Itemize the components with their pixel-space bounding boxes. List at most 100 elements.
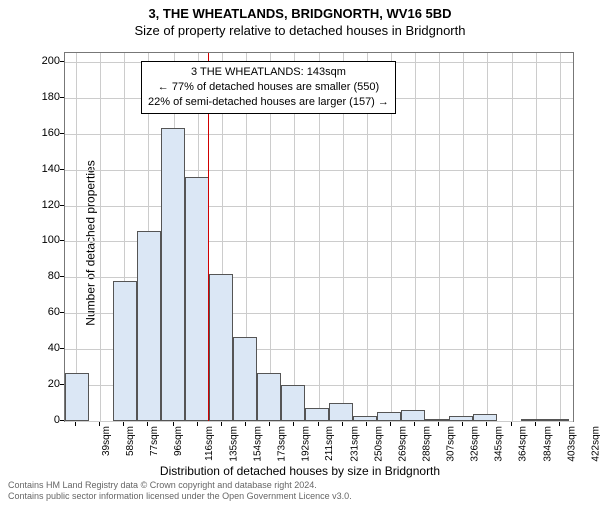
histogram-bar <box>209 274 233 421</box>
footer-line-1: Contains HM Land Registry data © Crown c… <box>8 480 352 491</box>
x-tick-label: 403sqm <box>567 426 578 462</box>
x-tick-mark <box>197 422 198 426</box>
x-tick-label: 192sqm <box>300 426 311 462</box>
x-tick-mark <box>269 422 270 426</box>
x-axis-label: Distribution of detached houses by size … <box>0 464 600 478</box>
y-tick-mark <box>60 169 64 170</box>
title-main: 3, THE WHEATLANDS, BRIDGNORTH, WV16 5BD <box>0 6 600 21</box>
histogram-bar <box>353 416 377 421</box>
annotation-line: ← 77% of detached houses are smaller (55… <box>148 80 389 95</box>
y-tick-mark <box>60 312 64 313</box>
x-tick-label: 173sqm <box>276 426 287 462</box>
y-tick-label: 180 <box>30 91 60 103</box>
histogram-bar <box>113 281 137 421</box>
histogram-bar <box>473 414 497 421</box>
y-tick-label: 160 <box>30 127 60 139</box>
x-tick-label: 211sqm <box>324 426 335 461</box>
histogram-bar <box>281 385 305 421</box>
annotation-line: 3 THE WHEATLANDS: 143sqm <box>148 65 389 80</box>
histogram-bar <box>545 419 569 421</box>
grid-line-vertical <box>100 53 101 421</box>
x-tick-mark <box>438 422 439 426</box>
y-tick-label: 0 <box>30 414 60 426</box>
y-tick-mark <box>60 205 64 206</box>
x-tick-mark <box>99 422 100 426</box>
y-tick-label: 100 <box>30 234 60 246</box>
x-tick-mark <box>147 422 148 426</box>
histogram-bar <box>425 419 449 421</box>
y-tick-mark <box>60 276 64 277</box>
y-tick-label: 80 <box>30 270 60 282</box>
histogram-bar <box>377 412 401 421</box>
histogram-bar <box>329 403 353 421</box>
x-tick-label: 422sqm <box>591 426 600 462</box>
x-tick-mark <box>559 422 560 426</box>
x-tick-mark <box>366 422 367 426</box>
grid-line-vertical <box>560 53 561 421</box>
grid-line-vertical <box>487 53 488 421</box>
histogram-bar <box>305 408 329 421</box>
histogram-bar <box>161 128 185 421</box>
x-tick-label: 364sqm <box>518 426 529 462</box>
histogram-bar <box>401 410 425 421</box>
x-tick-mark <box>293 422 294 426</box>
x-tick-label: 96sqm <box>173 426 184 456</box>
x-tick-mark <box>342 422 343 426</box>
x-tick-label: 58sqm <box>125 426 136 456</box>
y-tick-mark <box>60 348 64 349</box>
y-tick-label: 60 <box>30 306 60 318</box>
histogram-bar <box>65 373 89 421</box>
x-tick-label: 326sqm <box>470 426 481 462</box>
x-tick-mark <box>462 422 463 426</box>
x-tick-label: 116sqm <box>204 426 215 461</box>
x-tick-mark <box>75 422 76 426</box>
y-tick-mark <box>60 133 64 134</box>
annotation-box: 3 THE WHEATLANDS: 143sqm← 77% of detache… <box>141 61 396 114</box>
footer-attribution: Contains HM Land Registry data © Crown c… <box>8 480 352 502</box>
x-tick-mark <box>535 422 536 426</box>
x-tick-mark <box>390 422 391 426</box>
footer-line-2: Contains public sector information licen… <box>8 491 352 502</box>
y-tick-mark <box>60 420 64 421</box>
chart-plot-area: 3 THE WHEATLANDS: 143sqm← 77% of detache… <box>64 52 574 422</box>
x-tick-mark <box>414 422 415 426</box>
grid-line-vertical <box>512 53 513 421</box>
grid-line-vertical <box>536 53 537 421</box>
grid-line-vertical <box>439 53 440 421</box>
x-tick-label: 154sqm <box>252 426 263 462</box>
histogram-bar <box>185 177 209 421</box>
y-tick-label: 120 <box>30 199 60 211</box>
x-tick-label: 345sqm <box>494 426 505 462</box>
x-tick-mark <box>318 422 319 426</box>
x-tick-mark <box>486 422 487 426</box>
y-tick-mark <box>60 61 64 62</box>
grid-line-vertical <box>76 53 77 421</box>
x-tick-label: 77sqm <box>149 426 160 456</box>
histogram-bar <box>233 337 257 421</box>
title-sub: Size of property relative to detached ho… <box>0 23 600 38</box>
grid-line-vertical <box>463 53 464 421</box>
x-tick-mark <box>221 422 222 426</box>
x-tick-label: 39sqm <box>101 426 112 456</box>
y-tick-mark <box>60 97 64 98</box>
x-tick-mark <box>245 422 246 426</box>
histogram-bar <box>137 231 161 421</box>
annotation-line: 22% of semi-detached houses are larger (… <box>148 95 389 110</box>
y-tick-label: 40 <box>30 342 60 354</box>
histogram-bar <box>257 373 281 421</box>
x-tick-mark <box>123 422 124 426</box>
y-tick-mark <box>60 384 64 385</box>
y-tick-label: 140 <box>30 163 60 175</box>
histogram-bar <box>449 416 473 421</box>
x-tick-label: 288sqm <box>422 426 433 462</box>
x-tick-mark <box>173 422 174 426</box>
x-tick-label: 135sqm <box>228 426 239 462</box>
x-tick-label: 250sqm <box>374 426 385 462</box>
x-tick-label: 384sqm <box>543 426 554 462</box>
y-tick-label: 200 <box>30 55 60 67</box>
x-tick-label: 307sqm <box>446 426 457 462</box>
y-tick-mark <box>60 240 64 241</box>
y-tick-label: 20 <box>30 378 60 390</box>
x-tick-label: 231sqm <box>350 426 361 462</box>
histogram-bar <box>521 419 545 421</box>
